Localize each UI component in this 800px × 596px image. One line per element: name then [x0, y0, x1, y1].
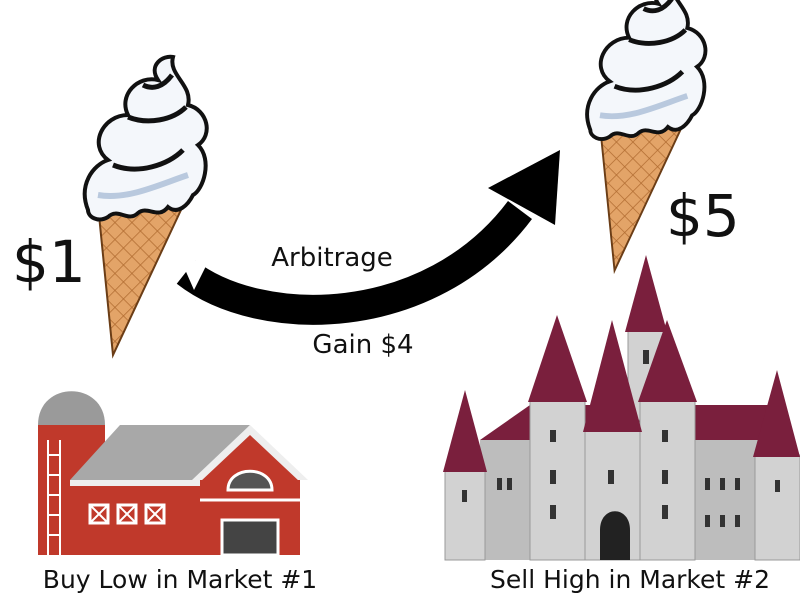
castle — [443, 255, 800, 560]
left-caption: Buy Low in Market #1 — [43, 565, 317, 594]
right-caption: Sell High in Market #2 — [490, 565, 770, 594]
arrow-label: Arbitrage — [271, 243, 393, 273]
sell-price: $5 — [666, 182, 740, 250]
ice-cream-cone — [85, 57, 207, 355]
buy-price: $1 — [12, 228, 86, 296]
arrow-sublabel: Gain $4 — [312, 330, 413, 360]
barn — [38, 391, 308, 555]
arrow — [180, 150, 560, 310]
arbitrage-diagram: $1 $5 Arbitrage Gain $4 — [0, 0, 800, 596]
